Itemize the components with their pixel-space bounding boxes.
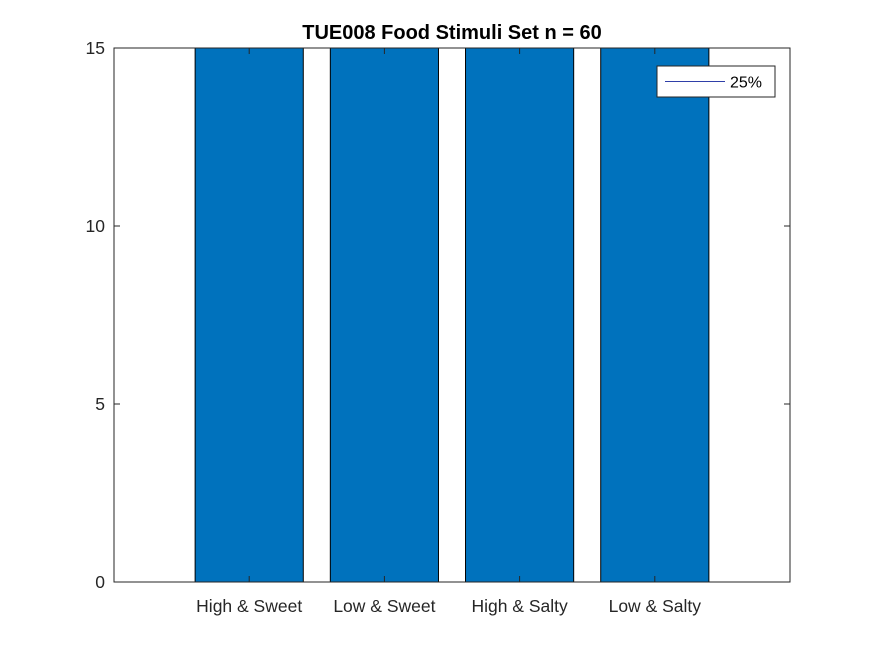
axes-layer: 0 5 10 15 High & Sweet Low & Sweet High & Salt… [86, 38, 791, 616]
bar-2 [329, 47, 439, 583]
x-tick-label: High & Salty [471, 596, 568, 616]
bar-4 [600, 47, 710, 583]
legend-label: 25% [730, 75, 762, 92]
y-tick-label: 10 [86, 216, 106, 236]
y-tick-label: 15 [86, 38, 105, 58]
x-tick-label: Low & Sweet [333, 596, 435, 616]
x-tick-label: High & Sweet [196, 596, 302, 616]
chart-title: TUE008 Food Stimuli Set n = 60 [302, 22, 602, 44]
legend: 25% [656, 65, 776, 98]
y-tick-label: 5 [95, 394, 105, 414]
bar-3 [465, 47, 575, 583]
y-tick-label: 0 [95, 572, 105, 592]
x-tick-label: Low & Salty [609, 596, 702, 616]
bar-1 [194, 47, 304, 583]
axes-box [113, 47, 791, 583]
bars-layer [114, 47, 790, 583]
